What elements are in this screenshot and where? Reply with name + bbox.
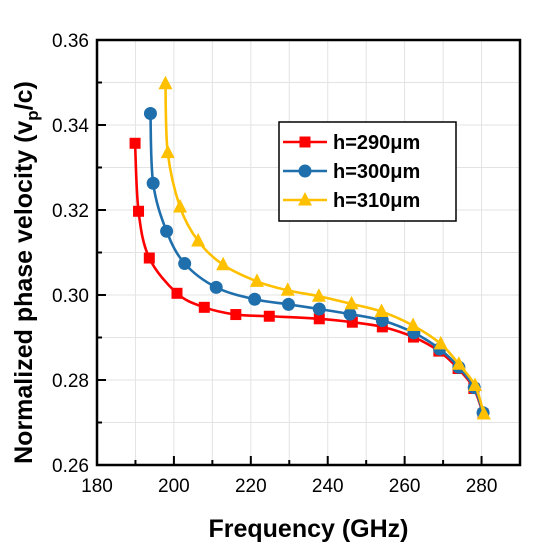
x-tick-label: 240 [312,476,344,497]
square-marker [198,301,210,313]
axis-ticks: 180 200 220 240 260 280 0.26 0.28 0.30 0.32 0.34 0.… [52,31,497,497]
legend-label: h=290μm [333,132,420,154]
series-3 [158,75,491,420]
y-tick-label: 0.36 [52,31,89,52]
triangle-marker [158,75,173,90]
circle-marker [375,314,389,327]
square-marker [230,309,242,321]
y-axis-title-subscript: p [23,110,42,120]
x-tick-label: 280 [466,476,498,497]
triangle-marker [298,191,312,206]
square-marker [133,205,145,217]
square-marker [313,313,325,325]
triangle-marker [468,377,483,391]
y-tick-label: 0.28 [52,371,89,392]
circle-marker [209,280,223,294]
triangle-marker [280,282,295,296]
square-marker [171,287,183,299]
legend-entry: h=290μm [283,132,420,154]
circle-marker [248,292,262,306]
triangle-marker [249,273,264,287]
y-tick-label: 0.30 [52,286,89,307]
square-marker [299,136,311,148]
x-axis-title: Frequency (GHz) [208,515,408,543]
y-tick-label: 0.32 [52,201,89,222]
triangle-marker [406,317,421,332]
x-tick-label: 200 [158,476,190,497]
triangle-marker [374,303,389,318]
circle-marker [160,224,174,238]
y-tick-label: 0.26 [52,456,89,477]
circle-marker [312,302,326,316]
square-marker [129,137,141,149]
legend: h=290μm h=300μm h=310μm [278,121,457,222]
series-group [129,75,491,420]
triangle-marker [344,295,359,310]
square-marker [346,316,358,328]
square-marker [143,252,155,264]
circle-marker [143,107,157,121]
x-tick-label: 180 [81,476,113,497]
y-axis-title: Normalized phase velocity (vp/c) [10,81,42,464]
triangle-marker [191,232,206,247]
triangle-marker [433,335,448,350]
triangle-marker [311,288,326,302]
circle-marker [298,164,312,178]
legend-label: h=300μm [333,161,420,183]
legend-label: h=310μm [333,190,420,212]
y-tick-label: 0.34 [52,116,89,137]
triangle-marker [476,405,491,420]
square-marker [263,310,275,322]
y-axis-title-tail: /c) [10,81,38,110]
circle-marker [178,257,192,271]
circle-marker [343,307,357,321]
y-axis-title-main: Normalized phase velocity (v [10,121,38,464]
legend-entry: h=310μm [283,190,420,212]
grid [97,40,520,465]
triangle-marker [173,198,188,213]
circle-marker [146,176,160,190]
x-tick-label: 260 [389,476,421,497]
legend-entry: h=300μm [283,161,420,183]
triangle-marker [451,356,466,370]
x-tick-label: 220 [235,476,267,497]
triangle-marker [160,144,175,159]
triangle-marker [216,256,231,271]
circle-marker [282,297,296,311]
